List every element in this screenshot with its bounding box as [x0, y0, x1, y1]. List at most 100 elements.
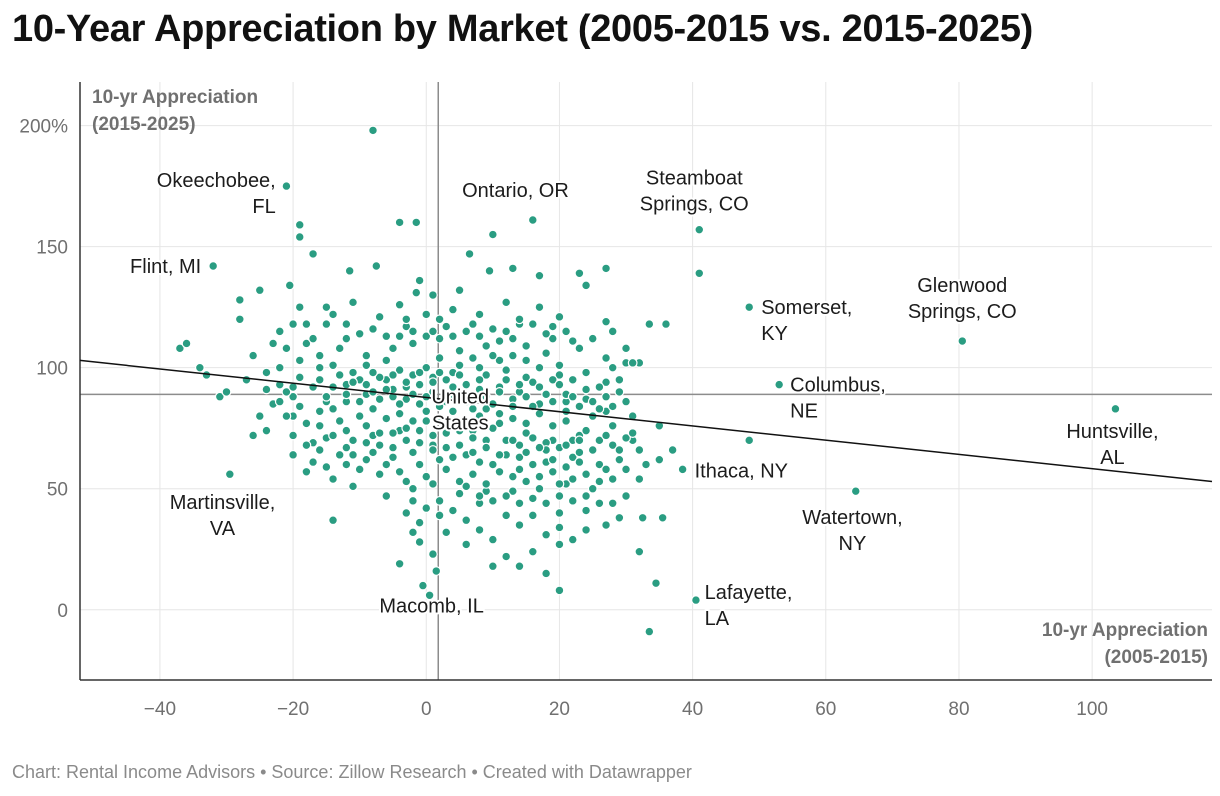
data-point	[691, 595, 701, 606]
data-point	[328, 360, 338, 371]
data-point	[321, 319, 332, 330]
data-point	[514, 464, 525, 475]
data-point	[554, 522, 565, 533]
data-point	[401, 314, 412, 325]
data-point	[547, 333, 558, 344]
data-point	[454, 425, 465, 436]
data-point	[408, 483, 418, 494]
data-point	[308, 248, 318, 259]
point-label: Flint, MI	[130, 256, 201, 278]
data-point	[627, 411, 638, 422]
point-label: Glenwood	[917, 275, 1007, 297]
data-point	[341, 389, 352, 400]
data-point	[411, 287, 422, 298]
data-point	[581, 367, 591, 378]
data-point	[481, 340, 492, 351]
data-point	[521, 428, 532, 438]
data-point	[394, 408, 405, 419]
data-point	[368, 324, 378, 334]
data-point	[521, 391, 532, 402]
data-point	[261, 367, 272, 378]
data-point	[541, 498, 552, 509]
data-point	[381, 491, 392, 501]
data-point	[667, 445, 678, 455]
data-point	[581, 505, 591, 516]
data-point	[534, 471, 545, 482]
data-point	[434, 314, 445, 325]
data-point	[181, 338, 192, 349]
axes	[79, 82, 1212, 681]
data-point	[501, 326, 512, 337]
data-point	[534, 270, 545, 281]
data-point	[574, 401, 585, 412]
data-point	[541, 328, 552, 339]
point-label: NY	[839, 533, 867, 555]
data-point	[394, 365, 405, 376]
data-point	[547, 321, 558, 332]
data-point	[447, 331, 458, 342]
data-point	[547, 374, 558, 385]
data-point	[301, 440, 312, 451]
y-axis-title-line-1: 10-yr Appreciation	[92, 87, 258, 108]
data-point	[561, 416, 571, 426]
point-label: Martinsville,	[170, 492, 276, 514]
data-point	[361, 379, 372, 390]
data-point	[507, 471, 518, 482]
data-point	[494, 355, 505, 366]
data-point	[408, 447, 418, 458]
data-point	[388, 452, 398, 463]
x-tick-label: 60	[815, 699, 836, 720]
data-point	[381, 459, 392, 470]
data-point	[567, 391, 578, 402]
data-point	[354, 411, 365, 422]
data-point	[454, 370, 465, 380]
data-point	[374, 394, 385, 405]
data-point	[348, 449, 358, 460]
data-point	[494, 466, 505, 477]
data-point	[574, 457, 585, 468]
data-point	[614, 386, 625, 397]
data-point	[634, 474, 645, 484]
data-point	[607, 401, 618, 412]
data-point	[467, 319, 478, 330]
data-point	[481, 442, 492, 453]
data-point	[441, 374, 452, 385]
data-point	[474, 331, 485, 342]
data-point	[428, 326, 438, 337]
data-point	[454, 440, 465, 451]
chart-title: 10-Year Appreciation by Market (2005-201…	[12, 8, 1034, 50]
data-point	[541, 348, 552, 359]
data-point	[288, 391, 298, 402]
data-point	[514, 498, 525, 509]
data-point	[587, 445, 598, 455]
data-point	[554, 491, 565, 501]
data-point	[421, 309, 432, 320]
data-point	[288, 319, 298, 330]
data-point	[314, 420, 325, 431]
data-point	[567, 495, 578, 506]
data-point	[388, 370, 398, 380]
data-point	[314, 350, 325, 361]
data-point	[428, 445, 438, 455]
data-point	[394, 399, 405, 409]
data-point	[348, 367, 358, 378]
data-point	[394, 466, 405, 477]
data-point	[434, 367, 445, 378]
data-point	[348, 481, 358, 492]
data-point	[534, 483, 545, 494]
data-point	[474, 374, 485, 385]
data-point	[314, 445, 325, 455]
data-point	[461, 379, 472, 390]
data-point	[401, 508, 412, 518]
data-point	[554, 379, 565, 390]
data-point	[294, 232, 305, 242]
x-tick-label: 0	[421, 699, 432, 720]
data-point	[547, 466, 558, 477]
data-point	[521, 476, 532, 487]
data-point	[594, 459, 605, 470]
data-point	[694, 224, 705, 235]
data-point	[614, 512, 625, 523]
data-point	[361, 360, 372, 371]
data-point	[414, 437, 425, 448]
